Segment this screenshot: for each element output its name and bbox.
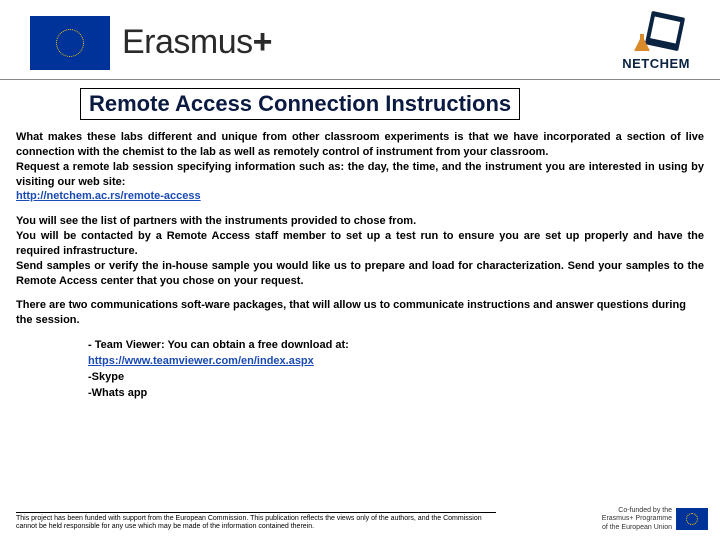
netchem-logo: NETCHEM (622, 14, 690, 71)
erasmus-logo-text: Erasmus+ (122, 23, 272, 62)
brand-plus: + (253, 23, 272, 61)
eu-flag-small-icon (676, 508, 708, 530)
paragraph-1: What makes these labs different and uniq… (16, 131, 704, 158)
teamviewer-link[interactable]: https://www.teamviewer.com/en/index.aspx (88, 355, 314, 367)
page-title: Remote Access Connection Instructions (80, 88, 520, 120)
skype-item: -Skype (88, 370, 704, 385)
brand-name: Erasmus (122, 23, 253, 61)
paragraph-4: There are two communications soft-ware p… (16, 298, 704, 328)
paragraph-3b: You will be contacted by a Remote Access… (16, 230, 704, 257)
disclaimer-text: This project has been funded with suppor… (16, 512, 496, 533)
paragraph-3c: Send samples or verify the in-house samp… (16, 260, 704, 287)
header: Erasmus+ NETCHEM (0, 0, 720, 80)
footer: This project has been funded with suppor… (16, 507, 708, 532)
netchem-text: NETCHEM (622, 56, 690, 71)
paragraph-2: Request a remote lab session specifying … (16, 161, 704, 188)
flask-icon (634, 34, 650, 52)
netchem-icon (630, 14, 682, 54)
bars-icon (653, 19, 678, 41)
teamviewer-label: - Team Viewer: You can obtain a free dow… (88, 338, 704, 353)
whatsapp-item: -Whats app (88, 386, 704, 401)
netchem-link[interactable]: http://netchem.ac.rs/remote-access (16, 190, 201, 202)
paragraph-3a: You will see the list of partners with t… (16, 215, 416, 227)
software-list: - Team Viewer: You can obtain a free dow… (16, 338, 704, 400)
body-content: What makes these labs different and uniq… (0, 130, 720, 401)
cofund-badge: Co-funded by the Erasmus+ Programme of t… (602, 507, 708, 532)
eu-flag-icon (30, 16, 110, 70)
cofund-text: Co-funded by the Erasmus+ Programme of t… (602, 507, 672, 532)
tablet-icon (645, 11, 685, 51)
